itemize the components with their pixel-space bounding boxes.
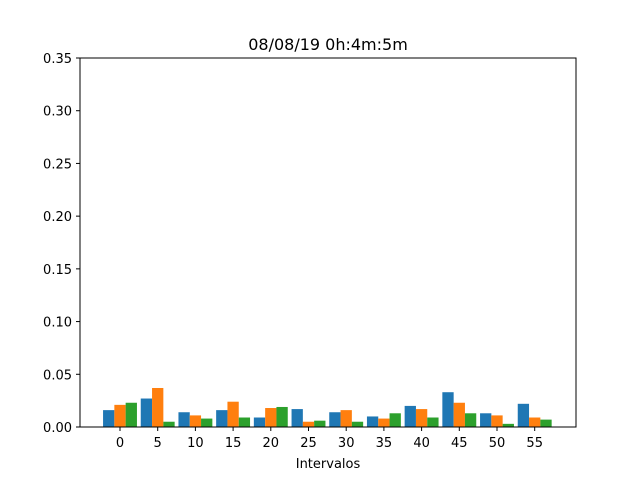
bar-series-2-cat-5 — [163, 421, 175, 427]
y-tick-label-2: 0.10 — [43, 316, 72, 331]
bar-series-2-cat-45 — [464, 413, 477, 427]
y-tick-label-6: 0.30 — [43, 105, 72, 120]
x-tick-label-3: 15 — [225, 436, 242, 451]
bar-series-0-cat-15 — [216, 410, 228, 427]
plot-frame — [79, 57, 577, 428]
y-tick-label-7: 0.35 — [43, 52, 72, 67]
bar-series-0-cat-45 — [442, 392, 454, 427]
x-tick-label-7: 35 — [376, 436, 393, 451]
bar-series-0-cat-25 — [291, 409, 303, 427]
bar-series-1-cat-20 — [265, 408, 277, 427]
bar-series-0-cat-0 — [103, 410, 115, 427]
x-axis-label: Intervalos — [296, 457, 361, 472]
bar-series-2-cat-35 — [389, 413, 401, 427]
x-tick-label-6: 30 — [338, 436, 355, 451]
x-tick-label-1: 5 — [154, 436, 162, 451]
bar-series-1-cat-50 — [491, 415, 503, 427]
bar-series-1-cat-25 — [302, 421, 315, 427]
y-tick-label-0: 0.00 — [43, 421, 72, 436]
bar-series-0-cat-50 — [480, 413, 492, 427]
y-tick-label-3: 0.15 — [43, 263, 72, 278]
bar-series-2-cat-0 — [125, 402, 137, 427]
bars-group — [103, 387, 552, 427]
bar-series-1-cat-35 — [378, 418, 390, 427]
bar-series-0-cat-55 — [517, 403, 530, 427]
bar-series-1-cat-45 — [453, 402, 465, 427]
y-axis: 0.00 0.05 0.10 0.15 0.20 0.25 0.30 0.35 — [43, 52, 80, 436]
x-tick-label-4: 20 — [263, 436, 280, 451]
bar-series-0-cat-30 — [329, 412, 341, 427]
bar-series-1-cat-30 — [340, 410, 352, 427]
bar-series-0-cat-5 — [140, 398, 153, 427]
y-tick-label-5: 0.25 — [43, 157, 72, 172]
x-tick-label-11: 55 — [526, 436, 543, 451]
bar-series-0-cat-10 — [178, 412, 190, 427]
x-tick-label-10: 50 — [489, 436, 506, 451]
bar-series-2-cat-55 — [540, 419, 552, 427]
x-tick-label-5: 25 — [300, 436, 317, 451]
bar-series-1-cat-15 — [227, 401, 239, 427]
bar-series-0-cat-40 — [404, 405, 416, 427]
y-tick-label-4: 0.20 — [43, 210, 72, 225]
bar-series-1-cat-10 — [189, 415, 202, 427]
x-tick-label-8: 40 — [413, 436, 430, 451]
bar-series-2-cat-10 — [201, 418, 213, 427]
y-tick-label-1: 0.05 — [43, 368, 72, 383]
bar-series-1-cat-55 — [529, 417, 541, 427]
bar-series-2-cat-15 — [238, 417, 251, 427]
chart-title: 08/08/19 0h:4m:5m — [248, 35, 408, 54]
x-tick-label-2: 10 — [187, 436, 204, 451]
bar-series-2-cat-20 — [276, 406, 288, 427]
bar-series-2-cat-30 — [351, 421, 364, 427]
x-tick-label-9: 45 — [451, 436, 468, 451]
bar-series-0-cat-35 — [366, 416, 379, 427]
bar-series-1-cat-0 — [114, 404, 126, 427]
x-axis: 0 5 10 15 20 25 30 35 40 45 50 55 — [116, 427, 543, 451]
bar-series-2-cat-50 — [502, 423, 514, 427]
bar-series-2-cat-25 — [314, 420, 326, 427]
x-tick-label-0: 0 — [116, 436, 124, 451]
bar-series-1-cat-40 — [415, 409, 428, 427]
bar-series-0-cat-20 — [253, 417, 266, 427]
bar-series-2-cat-40 — [427, 417, 439, 427]
bar-series-1-cat-5 — [152, 387, 164, 427]
